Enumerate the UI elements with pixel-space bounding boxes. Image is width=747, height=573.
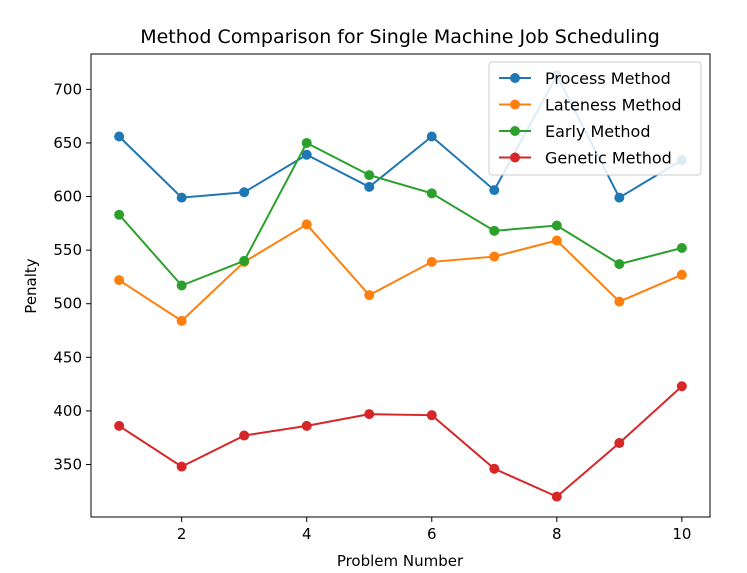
y-tick-label: 450	[53, 348, 82, 366]
data-point-early-method	[364, 170, 375, 181]
data-point-early-method	[176, 280, 187, 291]
legend-entry-lateness-method: Lateness Method	[545, 96, 682, 115]
data-point-genetic-method	[489, 463, 500, 474]
data-point-lateness-method	[301, 219, 312, 230]
y-tick-label: 550	[53, 241, 82, 259]
y-tick-label: 400	[53, 402, 82, 420]
data-point-lateness-method	[551, 235, 562, 246]
y-tick-label: 500	[53, 295, 82, 313]
data-point-lateness-method	[489, 251, 500, 262]
legend-marker-process-method	[510, 73, 520, 83]
data-point-genetic-method	[114, 420, 125, 431]
axes-frame	[90, 53, 711, 518]
series-line-lateness-method	[118, 223, 683, 323]
data-point-process-method	[239, 187, 250, 198]
x-tick-label: 10	[672, 525, 691, 543]
data-point-early-method	[301, 137, 312, 148]
data-point-lateness-method	[614, 296, 625, 307]
x-tick-label: 6	[427, 525, 437, 543]
chart-title: Method Comparison for Single Machine Job…	[140, 26, 660, 48]
data-point-early-method	[239, 255, 250, 266]
legend-box	[488, 61, 702, 176]
data-point-genetic-method	[551, 491, 562, 502]
legend-marker-genetic-method	[510, 152, 520, 163]
data-point-process-method	[489, 185, 500, 196]
data-point-early-method	[426, 188, 437, 199]
series-early-method	[114, 137, 687, 291]
legend-entry-early-method: Early Method	[545, 122, 651, 141]
series-lateness-method	[114, 219, 687, 326]
data-point-lateness-method	[176, 315, 187, 326]
series-line-genetic-method	[118, 385, 683, 498]
x-tick-label: 2	[177, 525, 187, 543]
data-point-lateness-method	[426, 256, 437, 267]
y-tick-label: 700	[53, 80, 82, 98]
data-point-genetic-method	[676, 381, 687, 392]
data-point-early-method	[614, 259, 625, 270]
data-point-early-method	[114, 209, 125, 220]
data-point-process-method	[114, 131, 125, 142]
data-point-genetic-method	[176, 461, 187, 472]
data-point-genetic-method	[426, 410, 437, 421]
data-point-genetic-method	[614, 438, 625, 449]
x-tick-label: 4	[302, 525, 312, 543]
data-point-lateness-method	[114, 275, 125, 286]
data-point-lateness-method	[364, 290, 375, 301]
x-tick-label: 8	[552, 525, 562, 543]
data-point-lateness-method	[676, 269, 687, 280]
data-point-early-method	[489, 225, 500, 236]
plot-area: 2 4 6 8 10 350 400 450 500 550 600 650 700	[53, 53, 711, 543]
data-point-early-method	[676, 242, 687, 253]
legend-marker-early-method	[510, 126, 520, 136]
x-axis-label: Problem Number	[337, 552, 464, 570]
data-point-process-method	[426, 131, 437, 142]
legend-marker-lateness-method	[510, 99, 520, 110]
data-point-genetic-method	[239, 430, 250, 441]
y-axis-label: Penalty	[22, 258, 40, 313]
y-tick-label: 600	[53, 188, 82, 206]
legend-entry-process-method: Process Method	[545, 69, 671, 88]
y-tick-label: 650	[53, 134, 82, 152]
legend: Process Method Lateness Method Early Metho…	[488, 61, 702, 176]
data-point-process-method	[176, 192, 187, 203]
data-point-process-method	[614, 192, 625, 203]
series-genetic-method	[114, 381, 687, 502]
data-point-early-method	[551, 220, 562, 231]
data-point-process-method	[364, 181, 375, 192]
data-point-genetic-method	[364, 409, 375, 420]
data-point-process-method	[301, 149, 312, 160]
data-point-genetic-method	[301, 420, 312, 431]
y-tick-label: 350	[53, 455, 82, 473]
series-line-early-method	[118, 141, 683, 287]
legend-entry-genetic-method: Genetic Method	[545, 149, 672, 168]
